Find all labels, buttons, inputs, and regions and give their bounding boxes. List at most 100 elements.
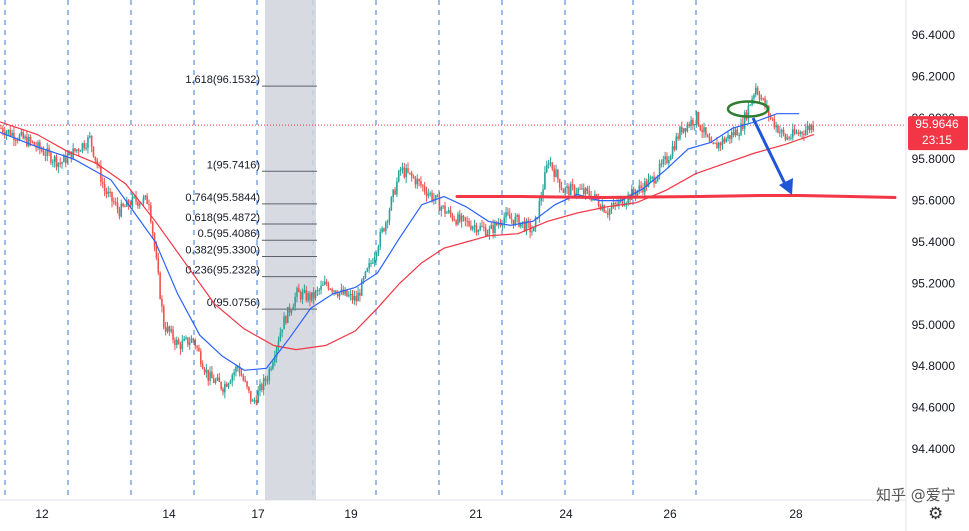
price-axis[interactable] — [906, 0, 969, 531]
candle — [658, 159, 661, 180]
candle — [31, 140, 34, 144]
candle — [224, 380, 226, 399]
candle — [418, 178, 420, 187]
candle — [346, 289, 348, 298]
candle — [336, 290, 339, 299]
candle — [187, 337, 189, 347]
candle — [331, 287, 333, 295]
candle — [194, 338, 197, 350]
candle — [562, 188, 565, 193]
price-tick-label: 94.6000 — [912, 401, 956, 415]
candle — [466, 216, 468, 227]
candle — [782, 126, 785, 137]
candle — [301, 288, 304, 305]
candle — [74, 148, 76, 153]
candle — [534, 215, 537, 232]
candle — [803, 130, 805, 141]
price-tick-label: 95.0000 — [912, 318, 956, 332]
time-tick-label: 17 — [251, 507, 265, 521]
candle — [76, 149, 78, 154]
candle — [242, 373, 245, 382]
candle — [142, 194, 145, 207]
candle — [749, 104, 752, 106]
candle — [83, 140, 86, 151]
candle — [227, 382, 230, 389]
candle — [312, 287, 315, 305]
candle — [790, 133, 792, 141]
candle — [377, 244, 380, 257]
price-tick-label: 95.8000 — [912, 152, 956, 166]
candle — [325, 278, 328, 287]
candle — [16, 137, 19, 144]
fibonacci-tool[interactable]: 1.618(96.1532) 1(95.7416) 0.764(95.5844) 0.… — [185, 0, 317, 500]
candle — [755, 83, 757, 98]
time-tick-label: 26 — [663, 507, 677, 521]
candle — [607, 207, 609, 219]
candle — [425, 186, 428, 202]
fib-level-label: 0.5(95.4086) — [198, 228, 260, 240]
candle — [468, 217, 470, 228]
candle — [586, 185, 589, 195]
candle — [508, 208, 511, 219]
down-arrow-icon — [779, 178, 793, 195]
candle — [705, 127, 707, 138]
candlestick-series — [0, 83, 814, 406]
candle — [200, 348, 202, 367]
candle — [510, 212, 513, 224]
support-level-line[interactable] — [455, 193, 897, 199]
candle — [168, 325, 171, 336]
candle — [647, 173, 650, 188]
candle — [547, 159, 550, 169]
candle — [505, 206, 507, 223]
candle — [207, 369, 209, 386]
current-price-tag: 95.9646 23:15 — [908, 116, 968, 151]
candle — [231, 373, 234, 387]
time-tick-label: 19 — [344, 507, 358, 521]
candle — [538, 196, 541, 223]
candle — [264, 375, 267, 386]
candle — [453, 215, 456, 222]
candle — [703, 122, 705, 138]
candle — [166, 321, 169, 334]
fib-level-label: 0.382(95.3300) — [185, 244, 260, 256]
candle — [364, 270, 367, 280]
fib-level-label: 0.764(95.5844) — [185, 192, 260, 204]
down-arrow-shaft[interactable] — [751, 117, 789, 189]
candle — [740, 118, 742, 136]
target-ellipse[interactable] — [726, 100, 770, 118]
candle — [55, 154, 58, 171]
candle — [669, 154, 672, 161]
candle — [177, 337, 180, 345]
candle — [730, 128, 733, 144]
candle — [373, 251, 376, 267]
candle — [386, 219, 389, 229]
candle — [764, 95, 766, 110]
candle — [274, 350, 276, 367]
candle — [366, 267, 369, 273]
candle — [799, 130, 801, 137]
candle — [436, 194, 439, 198]
candle — [196, 344, 198, 352]
time-tick-label: 28 — [789, 507, 803, 521]
candle — [427, 188, 430, 199]
candle — [251, 398, 254, 402]
candle — [309, 291, 311, 307]
candle — [743, 110, 746, 135]
gear-icon[interactable]: ⚙ — [928, 504, 944, 524]
candle — [90, 135, 93, 153]
candle — [39, 139, 41, 155]
candle — [205, 363, 208, 378]
candle — [460, 212, 463, 228]
candle — [348, 291, 350, 298]
candle — [758, 91, 761, 104]
candle — [557, 168, 559, 183]
candle — [610, 202, 613, 214]
fib-level-label: 1(95.7416) — [207, 159, 260, 171]
candle — [114, 197, 117, 206]
candle — [20, 129, 23, 137]
candle — [777, 124, 779, 134]
candle — [671, 140, 674, 159]
candle — [100, 160, 102, 187]
candle — [706, 133, 709, 138]
